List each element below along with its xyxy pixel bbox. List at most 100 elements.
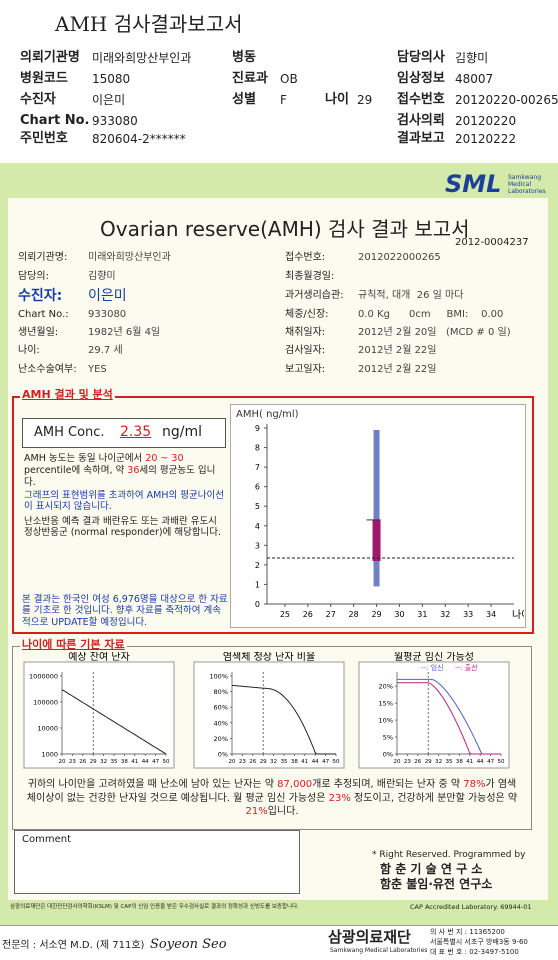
field-value: 20120222 (455, 132, 517, 146)
conc-label: AMH Conc. (34, 425, 105, 440)
y-tick-label: 100000 (33, 699, 58, 707)
x-tick-label: 41 (466, 759, 473, 765)
mini-frame (193, 661, 345, 769)
info-value: 933080 (88, 309, 127, 320)
info-value: 이은미 (88, 288, 127, 304)
y-tick-label: 5 (255, 502, 260, 511)
field-value: 20120220-00265 (455, 93, 558, 107)
info-label: 과거생리습관: (285, 290, 344, 301)
x-tick-label: 47 (322, 759, 329, 765)
x-tick-label: 33 (463, 610, 473, 619)
field-value: F (280, 93, 287, 107)
section-heading: AMH 결과 및 분석 (20, 388, 115, 402)
text-segment: 23% (328, 792, 351, 804)
info-value: 미래와희망산부인과 (88, 252, 171, 263)
field-label: 수진자 (20, 92, 56, 107)
comment-box (14, 830, 300, 894)
x-tick-label: 41 (301, 759, 308, 765)
text-segment: percentile에 속하며, 약 (24, 464, 128, 476)
y-tick-label: 7 (255, 463, 260, 472)
y-tick-label: 15% (379, 700, 393, 708)
x-tick-label: 23 (69, 759, 76, 765)
x-tick-label: 26 (249, 759, 256, 765)
info-value: 2012년 2월 20일 (MCD # 0 일) (358, 327, 511, 338)
y-tick-label: 60% (214, 704, 228, 712)
info-label: 의뢰기관명: (18, 252, 68, 263)
footer-cap: CAP Accredited Laboratory. 69944-01 (410, 903, 532, 911)
credit: * Right Reserved. Programmed by (372, 850, 526, 860)
y-tick-label: 4 (255, 522, 260, 531)
info-value: 2012년 2월 22일 (358, 364, 437, 375)
field-label: Chart No. (20, 113, 90, 128)
field-value: OB (280, 72, 298, 86)
field-label: 병원코드 (20, 71, 68, 86)
iqr-box (372, 519, 381, 561)
field-label: 주민번호 (20, 131, 68, 146)
y-tick-label: 20% (214, 735, 228, 743)
x-tick-label: 50 (333, 759, 340, 765)
y-tick-label: 3 (255, 541, 260, 550)
logo-sub: Samkwang Medical Laboratories (508, 174, 546, 196)
field-value: 이은미 (92, 93, 126, 107)
info-label: 나이: (18, 345, 40, 356)
mini-title: 염색체 정상 난자 비율 (223, 652, 315, 663)
x-tick-label: 38 (291, 759, 298, 765)
x-tick-label: 32 (435, 759, 442, 765)
field-value: 933080 (92, 114, 138, 128)
y-tick-label: 6 (255, 483, 260, 492)
range-bar (373, 429, 380, 587)
x-tick-label: 35 (111, 759, 118, 765)
field-value: 820604-2****** (92, 132, 186, 146)
org-name-en: Samkwang Medical Laboratories (330, 947, 428, 954)
info-value: 29.7 세 (88, 345, 123, 356)
field-label: 결과보고 (397, 131, 445, 146)
x-axis-title: 나이 (512, 609, 524, 621)
x-tick-label: 41 (131, 759, 138, 765)
conc-box (22, 418, 226, 448)
field-label: 담당의사 (397, 50, 445, 65)
text-segment: 귀하의 나이만을 고려하였을 때 난소에 남아 있는 난자는 약 (27, 779, 278, 790)
info-label: 검사일자: (285, 345, 326, 356)
amh-box (12, 396, 534, 634)
field-label: 병동 (232, 50, 256, 65)
mini-title: 예상 잔여 난자 (68, 652, 130, 663)
text-segment: 87,000 (277, 779, 313, 790)
field-label: 접수번호 (397, 92, 445, 107)
x-tick-label: 23 (239, 759, 246, 765)
x-tick-label: 29 (90, 759, 97, 765)
field-label: 의뢰기관명 (20, 50, 80, 65)
org-name: 삼광의료재단 (328, 928, 411, 946)
y-tick-label: 9 (255, 424, 260, 433)
text-segment: 정도이고, 건강하게 분만할 가능성은 약 (350, 792, 518, 804)
y-tick-label: 100% (209, 673, 228, 681)
y-tick-label: 0% (383, 751, 393, 759)
y-tick-label: 1000 (41, 751, 58, 759)
report-number: 2012-0004237 (455, 237, 529, 248)
credit: 함춘 불임·유전 연구소 (380, 877, 493, 891)
footer-note: 삼광의료재단은 대한진단검사의학회(KSLM) 및 CAP의 신임 인증을 받은… (10, 904, 299, 910)
trend-curve (231, 684, 336, 755)
legend-entry: --: 출산 (455, 663, 478, 672)
y-tick-label: 0 (255, 600, 260, 609)
info-label: 접수번호: (285, 252, 326, 263)
x-tick-label: 44 (142, 759, 149, 765)
text-segment: 가 염색체이상이 없는 건강한 난자일 것으로 예상됩니다. 월 평균 임신 가… (26, 779, 517, 804)
info-label: 보고일자: (285, 364, 326, 375)
info-label: 최종월경일: (285, 271, 335, 282)
field-label: 나이 (325, 92, 349, 107)
x-tick-label: 23 (404, 759, 411, 765)
mini-title: 월평균 임신 가능성 (394, 652, 474, 663)
info-value: 2012022000265 (358, 252, 441, 263)
x-tick-label: 20 (59, 759, 66, 765)
x-tick-label: 29 (260, 759, 267, 765)
footer-strip (0, 925, 558, 960)
y-tick-label: 40% (214, 719, 228, 727)
summary-text: 귀하의 나이만을 고려하였을 때 난소에 남아 있는 난자는 약 87,000개… (24, 778, 520, 819)
x-tick-label: 20 (229, 759, 236, 765)
x-tick-label: 29 (425, 759, 432, 765)
info-label: 난소수술여부: (18, 364, 77, 375)
x-tick-label: 38 (456, 759, 463, 765)
address: 대 표 번 호 : 02-3497-5100 (430, 948, 519, 956)
